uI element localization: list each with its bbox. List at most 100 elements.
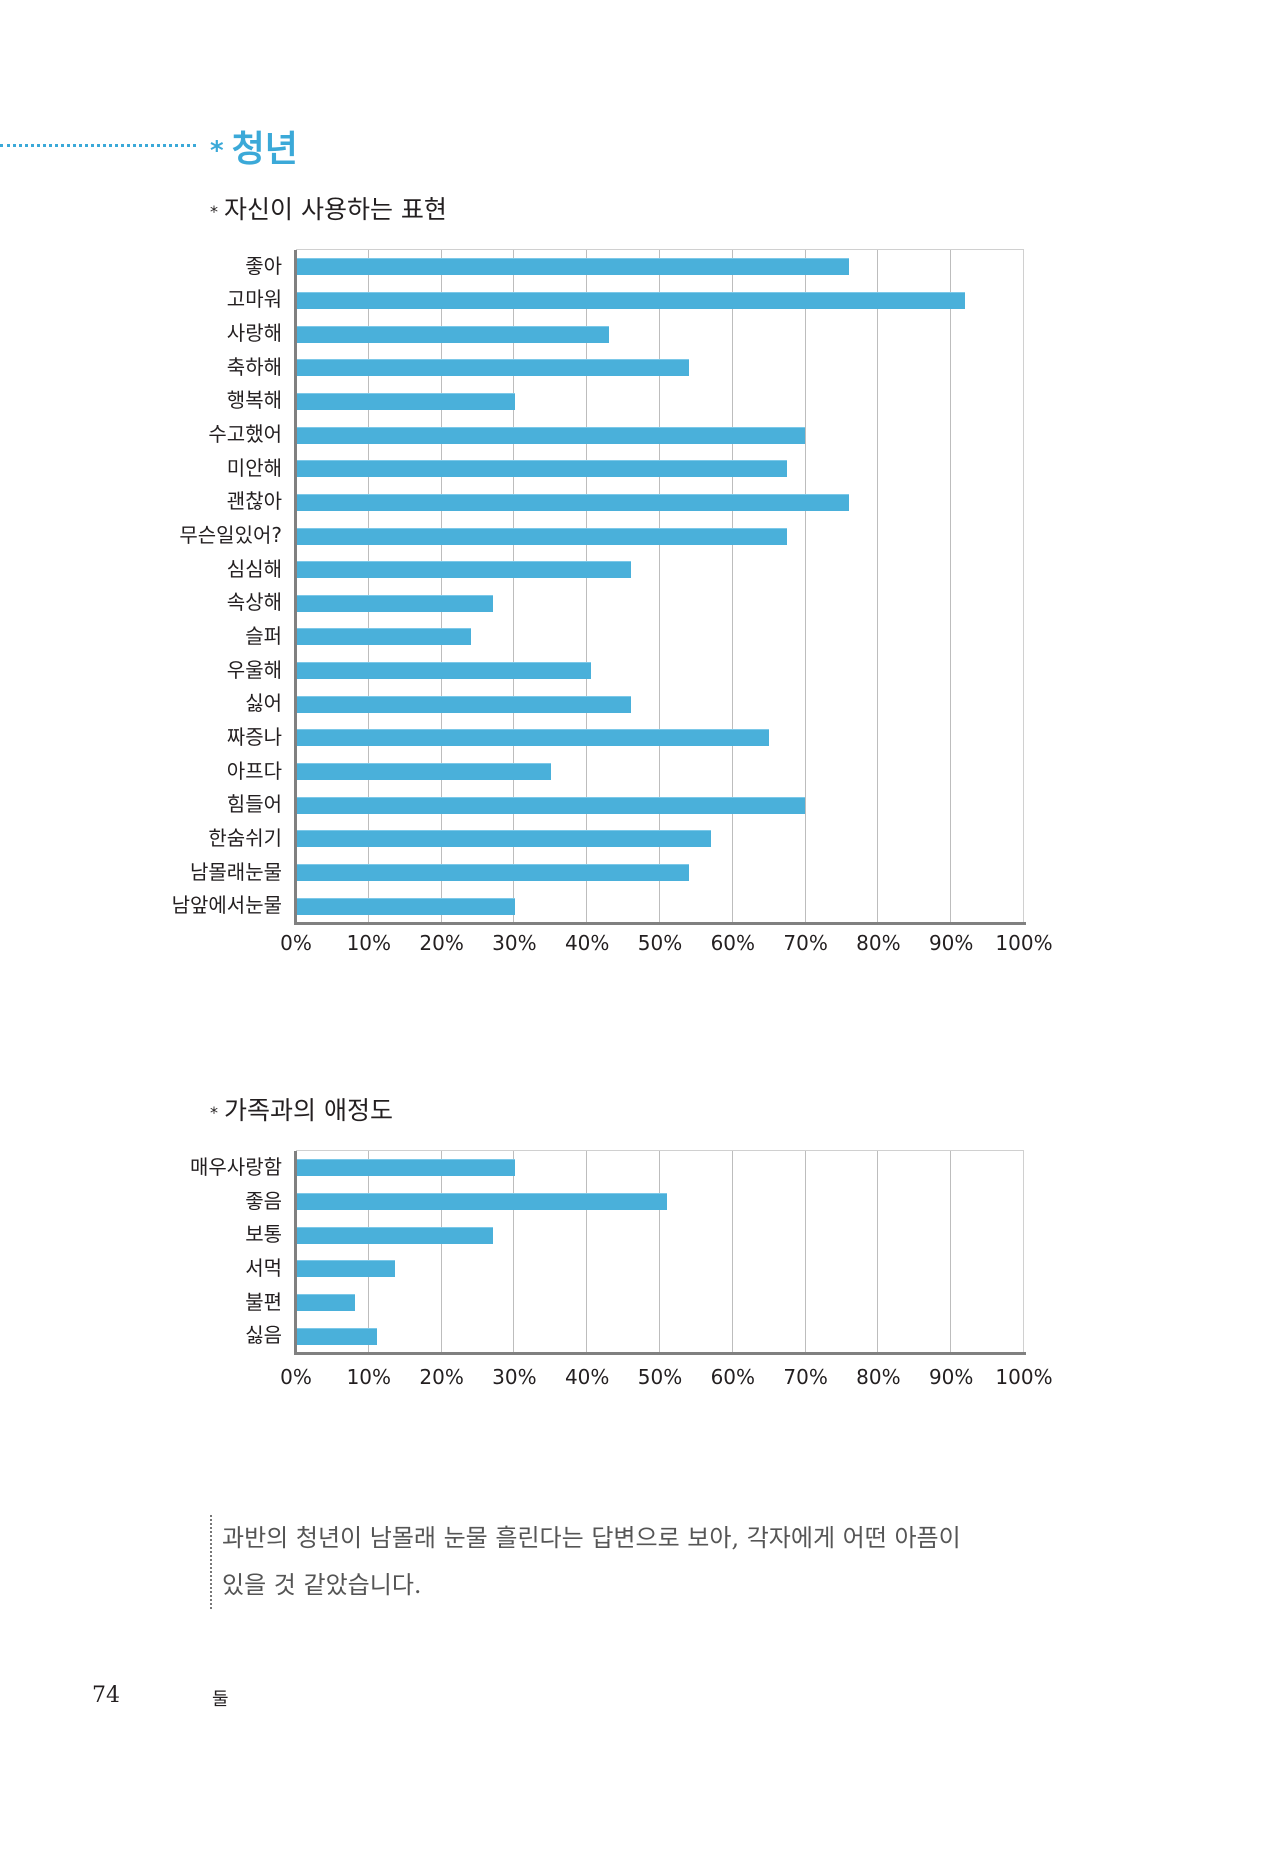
chapter-label: 둘 [212, 1689, 229, 1710]
chart1-title: * 자신이 사용하는 표현 [210, 190, 447, 226]
bar [297, 628, 472, 646]
bar [297, 325, 610, 343]
category-label: 심심해 [226, 556, 282, 581]
bar [297, 426, 806, 444]
gridline [804, 1151, 806, 1353]
gridline [950, 250, 952, 922]
x-tick-label: 0% [280, 1365, 312, 1389]
chart2-title: * 가족과의 애정도 [210, 1091, 393, 1127]
x-tick-label: 80% [856, 1365, 901, 1389]
plot-area [294, 249, 1026, 925]
dotted-rule [0, 144, 196, 147]
category-label: 아프다 [226, 758, 282, 783]
category-label: 수고했어 [208, 422, 282, 447]
x-tick-label: 50% [637, 931, 683, 955]
x-tick-label: 100% [995, 931, 1053, 955]
category-label: 남몰래눈물 [190, 859, 282, 884]
category-label: 행복해 [226, 388, 282, 413]
x-tick-label: 90% [928, 931, 974, 955]
bar [297, 359, 690, 377]
bar [297, 1193, 668, 1211]
bar [297, 1327, 377, 1345]
x-tick-label: 60% [710, 1365, 756, 1389]
gridline [659, 250, 660, 922]
bar [297, 864, 690, 882]
category-label: 싫음 [245, 1323, 282, 1348]
category-label: 우울해 [226, 657, 282, 682]
page-number: 74 [92, 1683, 120, 1708]
asterisk-icon: * [210, 201, 218, 221]
bar [297, 796, 806, 814]
chart2-title-text: 가족과의 애정도 [224, 1096, 393, 1125]
bar [297, 897, 515, 915]
gridline [731, 1151, 733, 1353]
x-tick-label: 50% [637, 1365, 683, 1389]
category-label: 불편 [245, 1289, 282, 1314]
category-label: 축하해 [226, 354, 282, 379]
bar [297, 1294, 356, 1312]
x-tick-label: 70% [783, 931, 828, 955]
x-tick-label: 10% [346, 1365, 392, 1389]
gridline [877, 1151, 879, 1353]
category-label: 싫어 [245, 691, 282, 716]
x-tick-label: 80% [856, 931, 901, 955]
bar [297, 830, 711, 848]
category-label: 한숨쉬기 [208, 825, 282, 850]
gridline [731, 250, 733, 922]
chart1-title-text: 자신이 사용하는 표현 [224, 195, 447, 224]
asterisk-icon: * [210, 136, 224, 166]
x-axis-line [294, 1352, 1026, 1356]
bar [297, 729, 769, 747]
gridline [1023, 250, 1024, 922]
gridline [440, 250, 442, 922]
gridline [367, 250, 369, 922]
gridline [513, 250, 515, 922]
y-axis-line [294, 250, 297, 922]
x-tick-label: 60% [710, 931, 756, 955]
bar [297, 527, 788, 545]
bar [297, 763, 552, 781]
category-label: 사랑해 [226, 321, 282, 346]
category-label: 짜증나 [226, 724, 282, 749]
x-tick-label: 70% [783, 1365, 828, 1389]
gridline [877, 250, 879, 922]
category-label: 힘들어 [226, 792, 282, 817]
asterisk-icon: * [210, 1102, 218, 1122]
bar [297, 1226, 494, 1244]
bar [297, 392, 515, 410]
x-tick-label: 10% [346, 931, 392, 955]
category-label: 슬퍼 [245, 623, 282, 648]
x-tick-label: 90% [928, 1365, 974, 1389]
bar [297, 662, 592, 680]
gridline [367, 1151, 369, 1353]
gridline [1023, 1151, 1024, 1353]
gridline [659, 1151, 660, 1353]
bar [297, 258, 849, 276]
bar [297, 695, 631, 713]
commentary-note: 과반의 청년이 남몰래 눈물 흘린다는 답변으로 보아, 각자에게 어떤 아픔이… [210, 1515, 990, 1609]
category-label: 괜찮아 [226, 489, 282, 514]
bar [297, 1260, 395, 1278]
gridline [804, 250, 806, 922]
section-title-text: 청년 [231, 129, 298, 170]
bar [297, 561, 631, 579]
x-tick-label: 40% [564, 931, 610, 955]
category-label: 좋음 [245, 1188, 282, 1213]
x-axis-line [294, 922, 1026, 925]
bar [297, 493, 849, 511]
x-tick-label: 20% [419, 931, 464, 955]
category-label: 고마워 [226, 287, 282, 312]
gridline [586, 250, 588, 922]
bar [297, 1159, 515, 1177]
x-tick-label: 40% [564, 1365, 610, 1389]
x-tick-label: 30% [492, 1365, 537, 1389]
category-label: 보통 [245, 1222, 282, 1247]
category-label: 미안해 [226, 455, 282, 480]
x-tick-label: 100% [995, 1365, 1053, 1389]
category-label: 무슨일있어? [179, 523, 282, 548]
bar [297, 594, 494, 612]
y-axis-line [294, 1151, 297, 1353]
plot-area [294, 1150, 1026, 1356]
category-label: 매우사랑함 [190, 1154, 282, 1179]
category-label: 속상해 [226, 590, 282, 615]
